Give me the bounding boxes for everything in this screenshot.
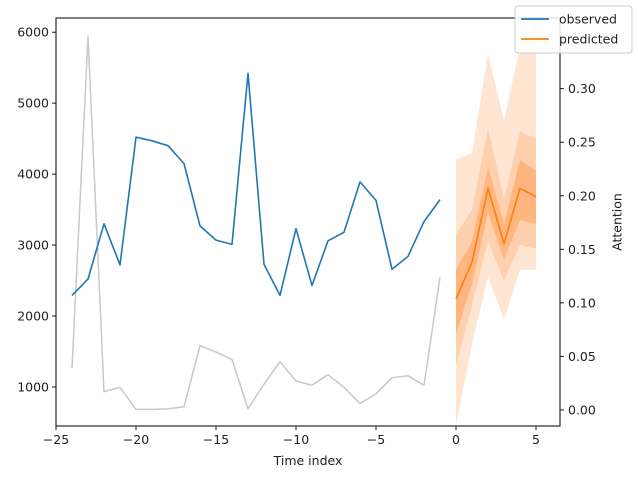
legend-label-predicted: predicted (559, 32, 618, 47)
uncertainty-bands (456, 18, 536, 426)
y-axis-left: 1000 2000 3000 4000 5000 6000 (17, 25, 56, 394)
plot-frame (55, 17, 561, 427)
y-right-tick-label: 0.05 (568, 349, 596, 364)
y-right-tick-label: 0.30 (568, 81, 596, 96)
y-left-tick-label: 6000 (17, 25, 49, 40)
y-right-tick-label: 0.20 (568, 188, 596, 203)
attention-line (71, 35, 441, 411)
legend-box (514, 5, 633, 54)
y-right-tick-label: 0.25 (568, 135, 596, 150)
x-tick-label: 0 (452, 432, 460, 447)
predicted-series (455, 187, 537, 300)
x-tick-label: −5 (367, 432, 385, 447)
legend: observed predicted (514, 5, 633, 54)
predicted-line (455, 187, 537, 300)
y-right-tick-label: 0.00 (568, 402, 596, 417)
y-left-tick-label: 3000 (17, 238, 49, 253)
y-right-tick-label: 0.10 (568, 295, 596, 310)
y-left-tick-label: 4000 (17, 167, 49, 182)
y-axis-right: 0.00 0.05 0.10 0.15 0.20 0.25 0.30 (560, 81, 596, 417)
y-right-tick-label: 0.15 (568, 242, 596, 257)
observed-series (71, 72, 441, 297)
y-left-tick-label: 1000 (17, 379, 49, 394)
legend-label-observed: observed (559, 12, 617, 27)
x-axis: −25 −20 −15 −10 −5 0 5 (43, 426, 540, 447)
y-axis-right-label: Attention (609, 193, 624, 251)
attention-series (71, 35, 441, 411)
x-tick-label: −20 (123, 432, 149, 447)
x-axis-label: Time index (273, 453, 343, 468)
observed-line (71, 72, 441, 297)
x-tick-label: −15 (203, 432, 229, 447)
y-left-tick-label: 2000 (17, 309, 49, 324)
y-left-tick-label: 5000 (17, 96, 49, 111)
x-tick-label: 5 (532, 432, 540, 447)
x-tick-label: −25 (43, 432, 69, 447)
x-tick-label: −10 (283, 432, 309, 447)
